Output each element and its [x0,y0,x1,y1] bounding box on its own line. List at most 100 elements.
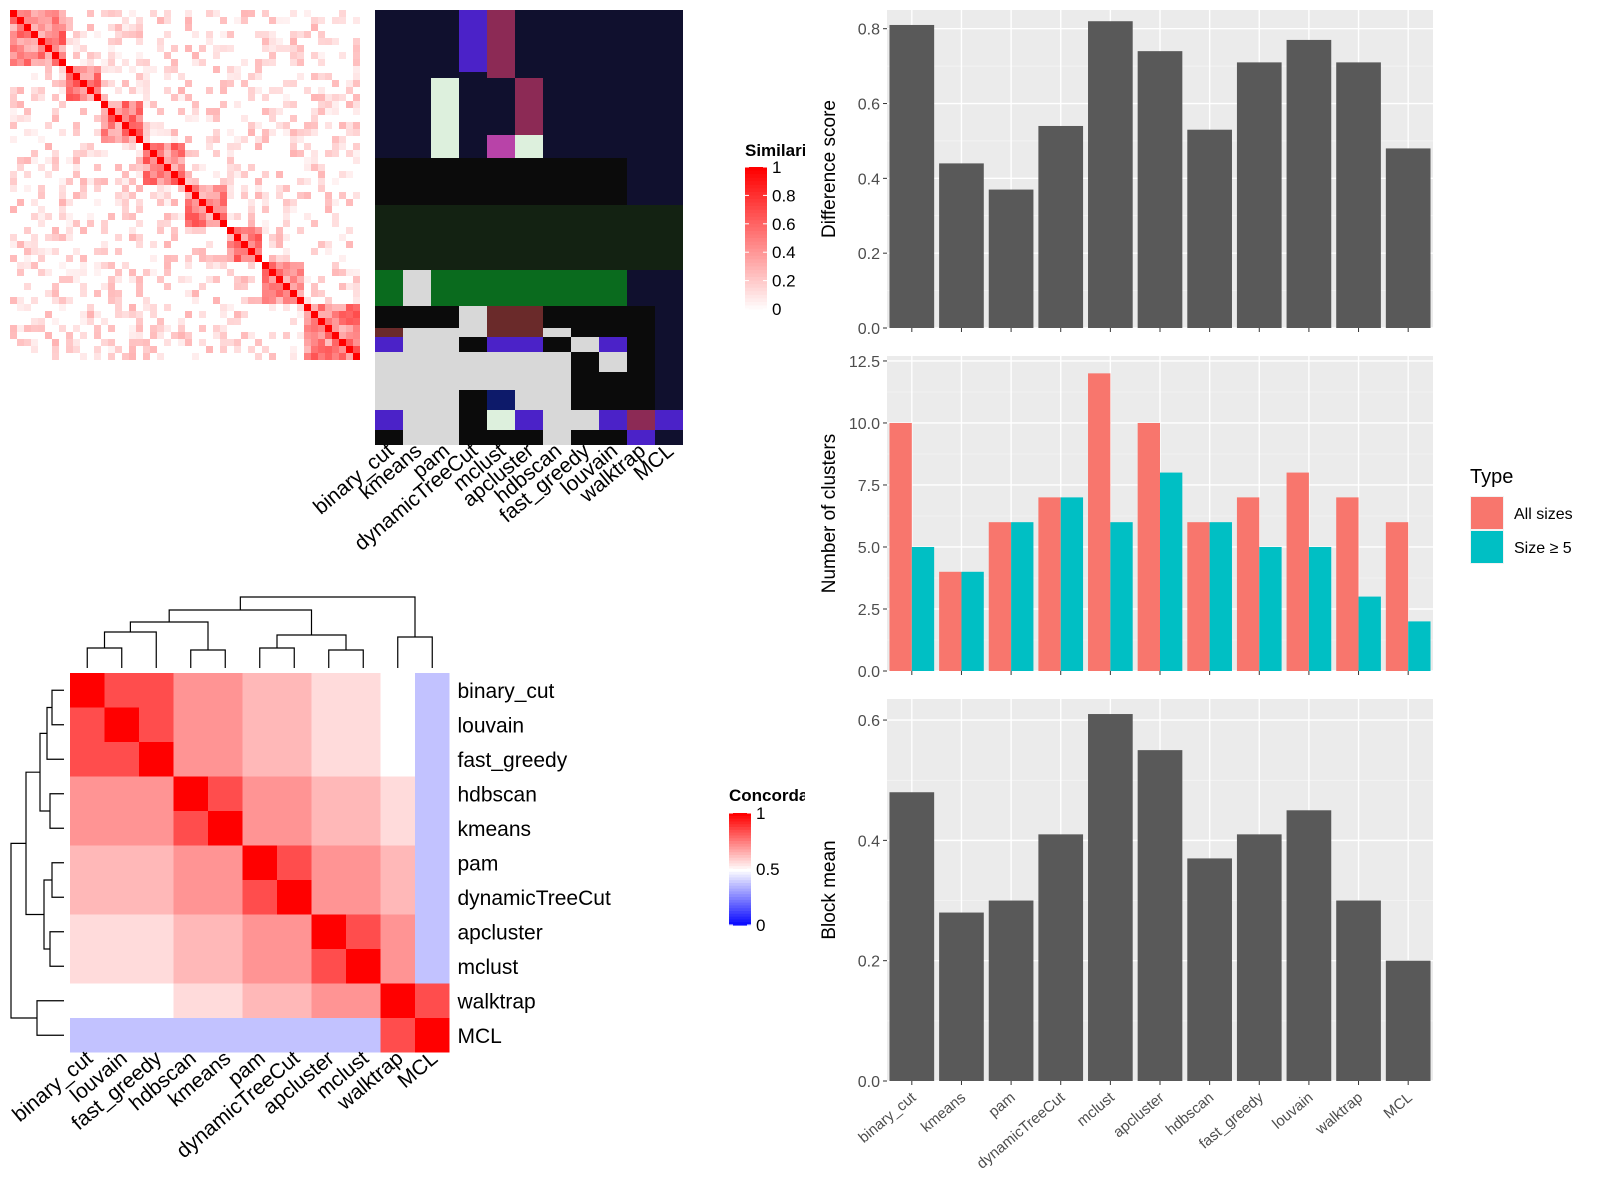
similarity-cell [31,52,38,59]
similarity-cell [115,220,122,227]
similarity-cell [192,17,199,24]
similarity-cell [346,45,353,52]
similarity-cell [94,325,101,332]
similarity-cell [346,10,353,17]
similarity-cell [339,185,346,192]
similarity-cell [234,339,241,346]
similarity-cell [339,304,346,311]
similarity-cell [143,129,150,136]
similarity-cell [87,122,94,129]
similarity-cell [73,199,80,206]
similarity-cell [227,136,234,143]
similarity-cell [297,346,304,353]
similarity-legend-gradient [745,287,767,292]
similarity-cell [353,122,360,129]
similarity-cell [171,164,178,171]
similarity-cell [45,248,52,255]
similarity-cell [297,290,304,297]
similarity-cell [66,66,73,73]
similarity-cell [171,143,178,150]
similarity-cell [10,59,17,66]
similarity-cell [192,108,199,115]
similarity-cell [199,332,206,339]
similarity-cell [10,10,17,17]
concordance-legend-gradient [729,835,751,839]
similarity-cell [115,311,122,318]
similarity-cell [332,157,339,164]
similarity-cell [248,220,255,227]
similarity-cell [353,213,360,220]
similarity-cell [66,143,73,150]
similarity-cell [17,220,24,227]
similarity-cell [108,199,115,206]
similarity-cell [129,297,136,304]
similarity-cell [52,87,59,94]
similarity-cell [346,66,353,73]
similarity-cell [66,269,73,276]
concordance-cell [277,949,312,984]
similarity-cell [178,255,185,262]
similarity-cell [234,10,241,17]
similarity-legend-gradient [745,202,767,207]
similarity-cell [353,108,360,115]
similarity-cell [353,248,360,255]
similarity-cell [241,346,248,353]
similarity-cell [17,108,24,115]
similarity-cell [227,255,234,262]
similarity-cell [192,199,199,206]
similarity-cell [101,325,108,332]
similarity-cell [164,199,171,206]
similarity-cell [108,129,115,136]
similarity-cell [325,164,332,171]
similarity-cell [66,150,73,157]
similarity-cell [150,283,157,290]
similarity-cell [164,66,171,73]
similarity-cell [213,346,220,353]
concordance-cell [104,914,139,949]
similarity-cell [311,276,318,283]
similarity-cell [283,213,290,220]
assignment-cell [515,306,543,328]
similarity-cell [115,213,122,220]
similarity-cell [332,185,339,192]
assignment-cell [655,205,683,270]
similarity-cell [129,150,136,157]
similarity-cell [108,31,115,38]
similarity-cell [353,178,360,185]
similarity-cell [276,38,283,45]
similarity-cell [17,122,24,129]
similarity-cell [52,339,59,346]
similarity-cell [178,136,185,143]
similarity-cell [192,73,199,80]
similarity-cell [24,248,31,255]
similarity-cell [227,234,234,241]
similarity-cell [122,45,129,52]
similarity-cell [248,129,255,136]
similarity-cell [143,255,150,262]
similarity-cell [17,129,24,136]
similarity-cell [17,318,24,325]
similarity-cell [290,52,297,59]
similarity-cell [318,80,325,87]
similarity-cell [10,164,17,171]
similarity-cell [290,332,297,339]
similarity-cell [136,220,143,227]
similarity-cell [17,59,24,66]
similarity-cell [115,38,122,45]
similarity-cell [353,87,360,94]
similarity-cell [269,290,276,297]
similarity-cell [199,283,206,290]
similarity-cell [87,290,94,297]
similarity-cell [206,38,213,45]
similarity-cell [206,213,213,220]
assignment-cell [431,328,459,337]
similarity-cell [346,178,353,185]
similarity-cell [87,73,94,80]
assignment-cell [515,205,543,270]
assignment-cell [487,270,515,306]
similarity-cell [325,248,332,255]
similarity-cell [318,52,325,59]
similarity-cell [220,52,227,59]
similarity-cell [255,17,262,24]
similarity-cell [276,255,283,262]
